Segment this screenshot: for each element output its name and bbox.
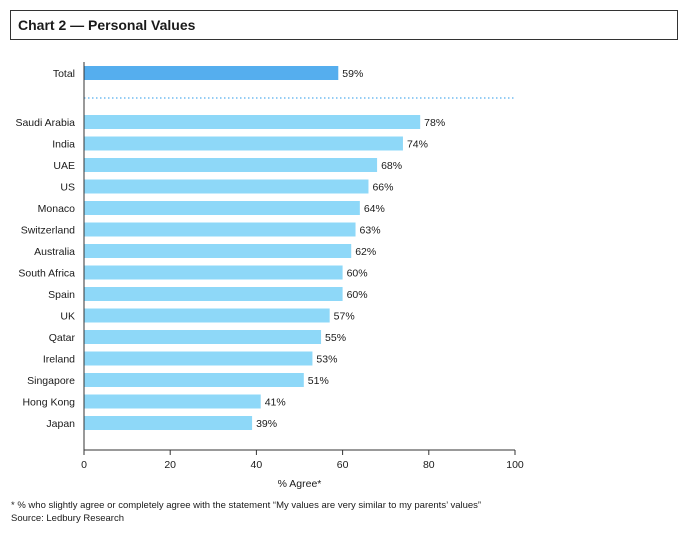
value-label: 57% <box>334 311 355 323</box>
bar <box>84 394 261 409</box>
chart-title-box: Chart 2 — Personal Values <box>10 10 678 40</box>
x-tick-label: 80 <box>423 459 435 471</box>
category-label: India <box>52 139 75 151</box>
category-label: Monaco <box>38 203 76 215</box>
value-label: 60% <box>347 289 368 301</box>
value-label: 53% <box>316 354 337 366</box>
category-label: Hong Kong <box>22 397 75 409</box>
bar <box>84 158 378 172</box>
x-tick-label: 100 <box>506 459 524 471</box>
total-bar <box>84 66 339 80</box>
value-label: 64% <box>364 203 385 215</box>
bar <box>84 222 356 237</box>
value-label: 78% <box>424 117 445 129</box>
bar <box>84 115 421 129</box>
bar <box>84 136 403 151</box>
category-label: Ireland <box>43 354 75 366</box>
chart-title: Chart 2 — Personal Values <box>18 17 196 33</box>
category-label: Singapore <box>27 375 75 387</box>
bar <box>84 287 343 301</box>
x-tick-label: 0 <box>81 459 87 471</box>
category-label: Saudi Arabia <box>15 117 75 129</box>
category-label: UK <box>60 311 75 323</box>
x-tick-label: 60 <box>337 459 349 471</box>
category-label: Japan <box>46 418 75 430</box>
value-label: 55% <box>325 332 346 344</box>
category-label: UAE <box>53 160 75 172</box>
category-label-total: Total <box>53 68 75 80</box>
value-label: 68% <box>381 160 402 172</box>
value-label-total: 59% <box>342 68 363 80</box>
bar <box>84 416 253 430</box>
bar <box>84 330 322 344</box>
value-label: 60% <box>347 268 368 280</box>
x-tick-label: 40 <box>251 459 263 471</box>
value-label: 63% <box>360 225 381 237</box>
category-label: US <box>60 182 75 194</box>
bar <box>84 265 343 280</box>
footnote-note: * % who slightly agree or completely agr… <box>11 500 482 511</box>
footnote-source: Source: Ledbury Research <box>11 513 125 524</box>
bar <box>84 201 360 215</box>
x-tick-label: 20 <box>164 459 176 471</box>
x-axis-title: % Agree* <box>278 478 322 490</box>
bar <box>84 351 313 366</box>
bar <box>84 244 352 258</box>
footnotes: * % who slightly agree or completely agr… <box>11 499 481 525</box>
value-label: 39% <box>256 418 277 430</box>
bar <box>84 179 369 194</box>
category-label: Australia <box>34 246 75 258</box>
value-label: 74% <box>407 139 428 151</box>
value-label: 51% <box>308 375 329 387</box>
value-label: 62% <box>355 246 376 258</box>
value-label: 41% <box>265 397 286 409</box>
bar <box>84 373 304 387</box>
category-label: Spain <box>48 289 75 301</box>
category-label: South Africa <box>18 268 75 280</box>
category-label: Qatar <box>49 332 76 344</box>
value-label: 66% <box>372 182 393 194</box>
bar <box>84 308 330 323</box>
category-label: Switzerland <box>21 225 75 237</box>
